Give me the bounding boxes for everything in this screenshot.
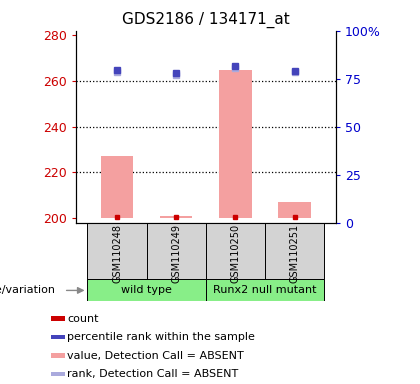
Bar: [278, 202, 311, 218]
Bar: [160, 216, 192, 218]
Bar: [51, 372, 65, 376]
Text: count: count: [67, 314, 99, 324]
Bar: [87, 280, 206, 301]
Bar: [206, 223, 265, 280]
Bar: [147, 223, 206, 280]
Bar: [206, 280, 324, 301]
Text: wild type: wild type: [121, 285, 172, 295]
Text: genotype/variation: genotype/variation: [0, 285, 55, 295]
Bar: [101, 156, 133, 218]
Text: value, Detection Call = ABSENT: value, Detection Call = ABSENT: [67, 351, 244, 361]
Text: GSM110250: GSM110250: [231, 224, 240, 283]
Bar: [87, 223, 147, 280]
Text: GSM110248: GSM110248: [112, 224, 122, 283]
Bar: [51, 316, 65, 321]
Text: Runx2 null mutant: Runx2 null mutant: [213, 285, 317, 295]
Text: GSM110249: GSM110249: [171, 224, 181, 283]
Text: GSM110251: GSM110251: [289, 224, 299, 283]
Bar: [265, 223, 324, 280]
Bar: [51, 335, 65, 339]
Text: percentile rank within the sample: percentile rank within the sample: [67, 332, 255, 342]
Title: GDS2186 / 134171_at: GDS2186 / 134171_at: [122, 12, 290, 28]
Text: rank, Detection Call = ABSENT: rank, Detection Call = ABSENT: [67, 369, 239, 379]
Bar: [219, 70, 252, 218]
Bar: [51, 353, 65, 358]
